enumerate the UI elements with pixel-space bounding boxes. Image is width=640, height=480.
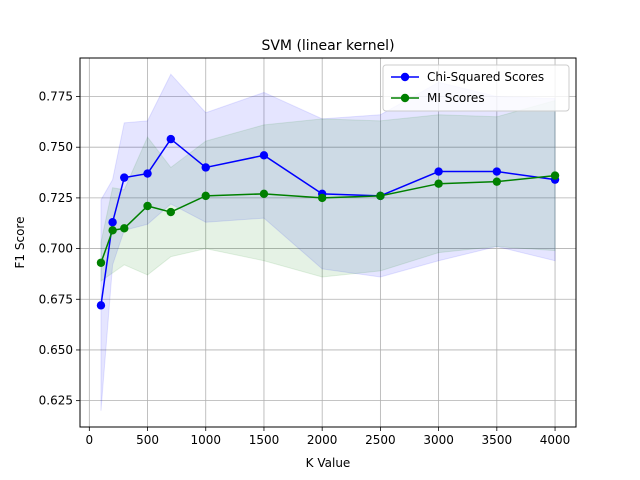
point-series-1	[434, 179, 443, 188]
point-series-1	[166, 207, 176, 217]
y-tick-label: 0.650	[39, 343, 73, 357]
legend-marker	[400, 93, 410, 103]
band-series-0	[100, 73, 556, 411]
point-series-0	[143, 169, 152, 178]
band-series-1	[100, 99, 556, 282]
y-tick-label: 0.775	[39, 90, 73, 104]
legend-label: MI Scores	[427, 91, 485, 105]
point-series-1	[96, 258, 106, 267]
legend-box	[382, 64, 570, 112]
point-series-1	[259, 189, 269, 199]
point-series-1	[201, 191, 210, 201]
x-tick-label: 2500	[365, 433, 396, 447]
y-tick-label: 0.675	[39, 292, 73, 306]
plot-area	[79, 57, 577, 428]
point-series-0	[96, 301, 106, 310]
y-axis-label: F1 Score	[13, 217, 27, 269]
x-tick-label: 2000	[307, 433, 338, 447]
point-series-1	[317, 193, 327, 203]
point-series-1	[492, 177, 502, 186]
point-series-1	[376, 191, 385, 201]
y-axis-ticks: 0.625 0.650 0.675 0.700 0.725 0.750 0.775	[39, 90, 80, 408]
point-series-0	[201, 163, 210, 172]
point-series-1	[120, 224, 129, 233]
line-series-0	[100, 138, 556, 306]
y-tick-label: 0.625	[39, 394, 73, 408]
legend-marker	[400, 72, 410, 82]
point-series-0	[434, 167, 443, 176]
point-series-0	[492, 167, 502, 176]
legend-label: Chi-Squared Scores	[427, 70, 544, 84]
x-tick-label: 1000	[190, 433, 221, 447]
y-tick-label: 0.725	[39, 191, 73, 205]
y-tick-label: 0.750	[39, 140, 73, 154]
point-series-0	[108, 218, 117, 227]
x-tick-label: 0	[85, 433, 93, 447]
legend: Chi-Squared Scores MI Scores	[382, 64, 570, 112]
y-tick-label: 0.700	[39, 242, 73, 256]
confidence-bands	[100, 73, 556, 411]
x-axis-ticks: 0 500 1000 1500 2000 2500 3000 3500 4000	[85, 427, 570, 447]
point-series-1	[108, 226, 117, 235]
x-tick-label: 1500	[249, 433, 280, 447]
x-tick-label: 4000	[540, 433, 571, 447]
series-lines	[96, 134, 560, 310]
x-tick-label: 500	[136, 433, 159, 447]
point-series-1	[143, 201, 152, 211]
x-axis-label: K Value	[306, 456, 351, 470]
point-series-0	[120, 173, 129, 182]
chart-title: SVM (linear kernel)	[261, 38, 394, 54]
x-tick-label: 3000	[423, 433, 454, 447]
point-series-0	[259, 151, 269, 160]
point-series-0	[166, 134, 176, 144]
x-tick-label: 3500	[482, 433, 513, 447]
point-series-1	[550, 171, 560, 180]
